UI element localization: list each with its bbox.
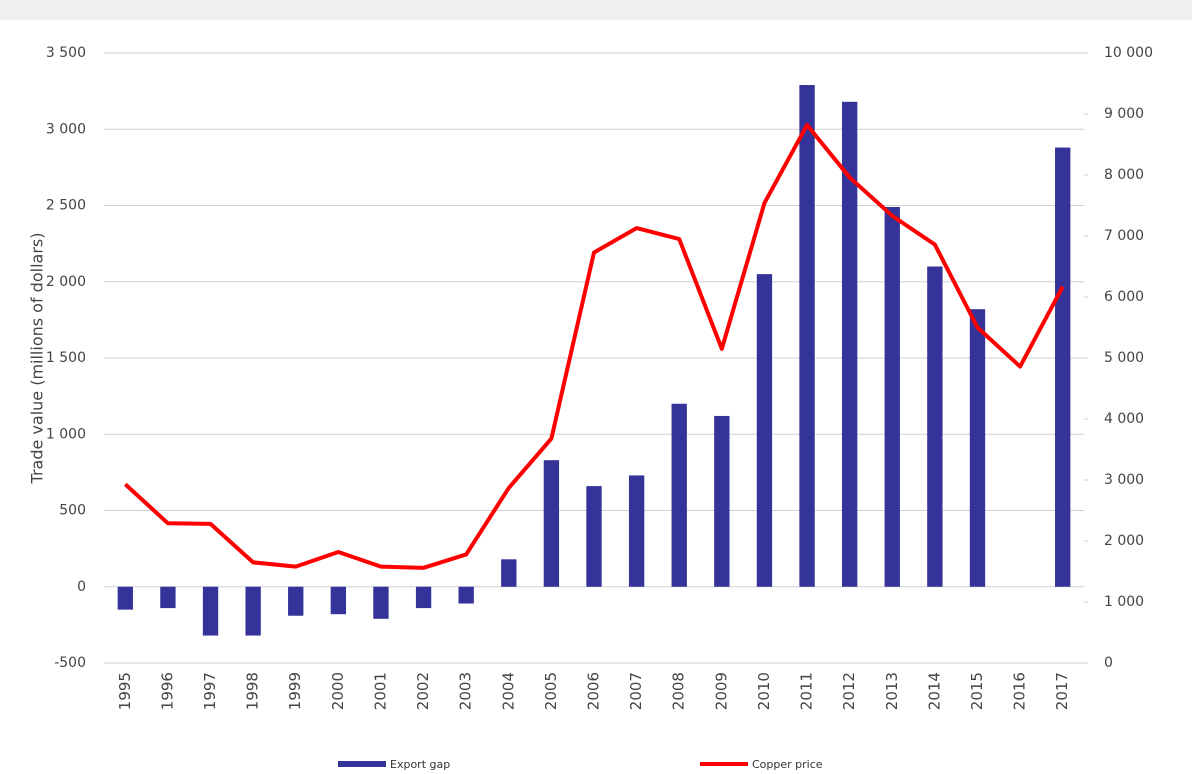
bar — [927, 266, 943, 587]
bar — [628, 475, 645, 587]
bar — [117, 586, 133, 610]
bar — [969, 309, 986, 587]
bar — [373, 586, 389, 619]
y-tick-label: 2 000 — [46, 274, 86, 290]
x-tick-label: 2006 — [585, 672, 603, 710]
y2-tick-label: 1 000 — [1104, 594, 1144, 610]
x-tick-label: 2007 — [627, 672, 645, 710]
bar — [799, 85, 815, 587]
x-tick-label: 2003 — [457, 672, 475, 710]
legend-swatch — [338, 761, 386, 767]
bar — [841, 101, 858, 587]
bar — [202, 586, 219, 636]
line — [123, 122, 1065, 570]
bar — [543, 460, 560, 587]
x-tick-label: 2005 — [542, 672, 560, 710]
x-tick-label: 2016 — [1011, 672, 1029, 710]
legend-label: Export gap — [390, 758, 450, 771]
x-tick-label: 2000 — [329, 672, 347, 710]
y2-tick-label: 5 000 — [1104, 350, 1144, 366]
x-tick-label: 2013 — [883, 672, 901, 710]
x-tick-label: 2009 — [712, 672, 730, 710]
bar — [1055, 147, 1071, 587]
x-tick-label: 2010 — [755, 672, 773, 710]
x-tick-label: 1996 — [158, 672, 176, 710]
legend-label: Copper price — [752, 758, 823, 771]
y-tick-label: 2 500 — [46, 198, 86, 214]
top-strip — [0, 0, 1192, 20]
bar — [714, 415, 730, 587]
x-tick-label: 2002 — [414, 672, 432, 710]
y2-tick-label: 7 000 — [1104, 228, 1144, 244]
bar — [501, 559, 517, 587]
y2-tick-label: 10 000 — [1104, 45, 1153, 61]
y2-tick-label: 3 000 — [1104, 472, 1144, 488]
bar — [458, 586, 474, 604]
y-tick-label: 3 500 — [46, 45, 86, 61]
x-tick-label: 2011 — [798, 672, 816, 710]
bar — [756, 274, 773, 587]
y-tick-label: 1 000 — [46, 426, 86, 442]
y2-tick-label: 8 000 — [1104, 167, 1144, 183]
x-tick-label: 2001 — [371, 672, 389, 710]
y2-tick-label: 6 000 — [1104, 289, 1144, 305]
y-axis-label: Trade value (millions of dollars) — [28, 233, 47, 485]
y-tick-label: -500 — [54, 655, 86, 671]
bar — [884, 207, 900, 587]
x-tick-label: 1999 — [286, 672, 304, 710]
x-tick-label: 1998 — [244, 672, 262, 710]
bar — [288, 586, 304, 616]
y-tick-label: 0 — [77, 579, 86, 595]
x-tick-label: 2015 — [968, 672, 986, 710]
y2-tick-label: 2 000 — [1104, 533, 1144, 549]
x-tick-label: 2014 — [925, 672, 943, 710]
bar — [671, 403, 687, 587]
x-tick-label: 1995 — [116, 672, 134, 710]
bar — [160, 586, 176, 609]
bar — [586, 486, 602, 587]
bar — [245, 586, 261, 636]
bar — [415, 586, 432, 609]
x-tick-label: 1997 — [201, 672, 219, 710]
y2-tick-label: 9 000 — [1104, 106, 1144, 122]
x-tick-label: 2012 — [840, 672, 858, 710]
x-tick-label: 2017 — [1053, 672, 1071, 710]
x-tick-label: 2004 — [499, 672, 517, 710]
y-tick-label: 3 000 — [46, 121, 86, 137]
y-tick-label: 1 500 — [46, 350, 86, 366]
y-tick-label: 500 — [59, 503, 86, 519]
bar — [330, 586, 347, 615]
y2-tick-label: 4 000 — [1104, 411, 1144, 427]
y2-tick-label: 0 — [1104, 655, 1113, 671]
x-tick-label: 2008 — [670, 672, 688, 710]
